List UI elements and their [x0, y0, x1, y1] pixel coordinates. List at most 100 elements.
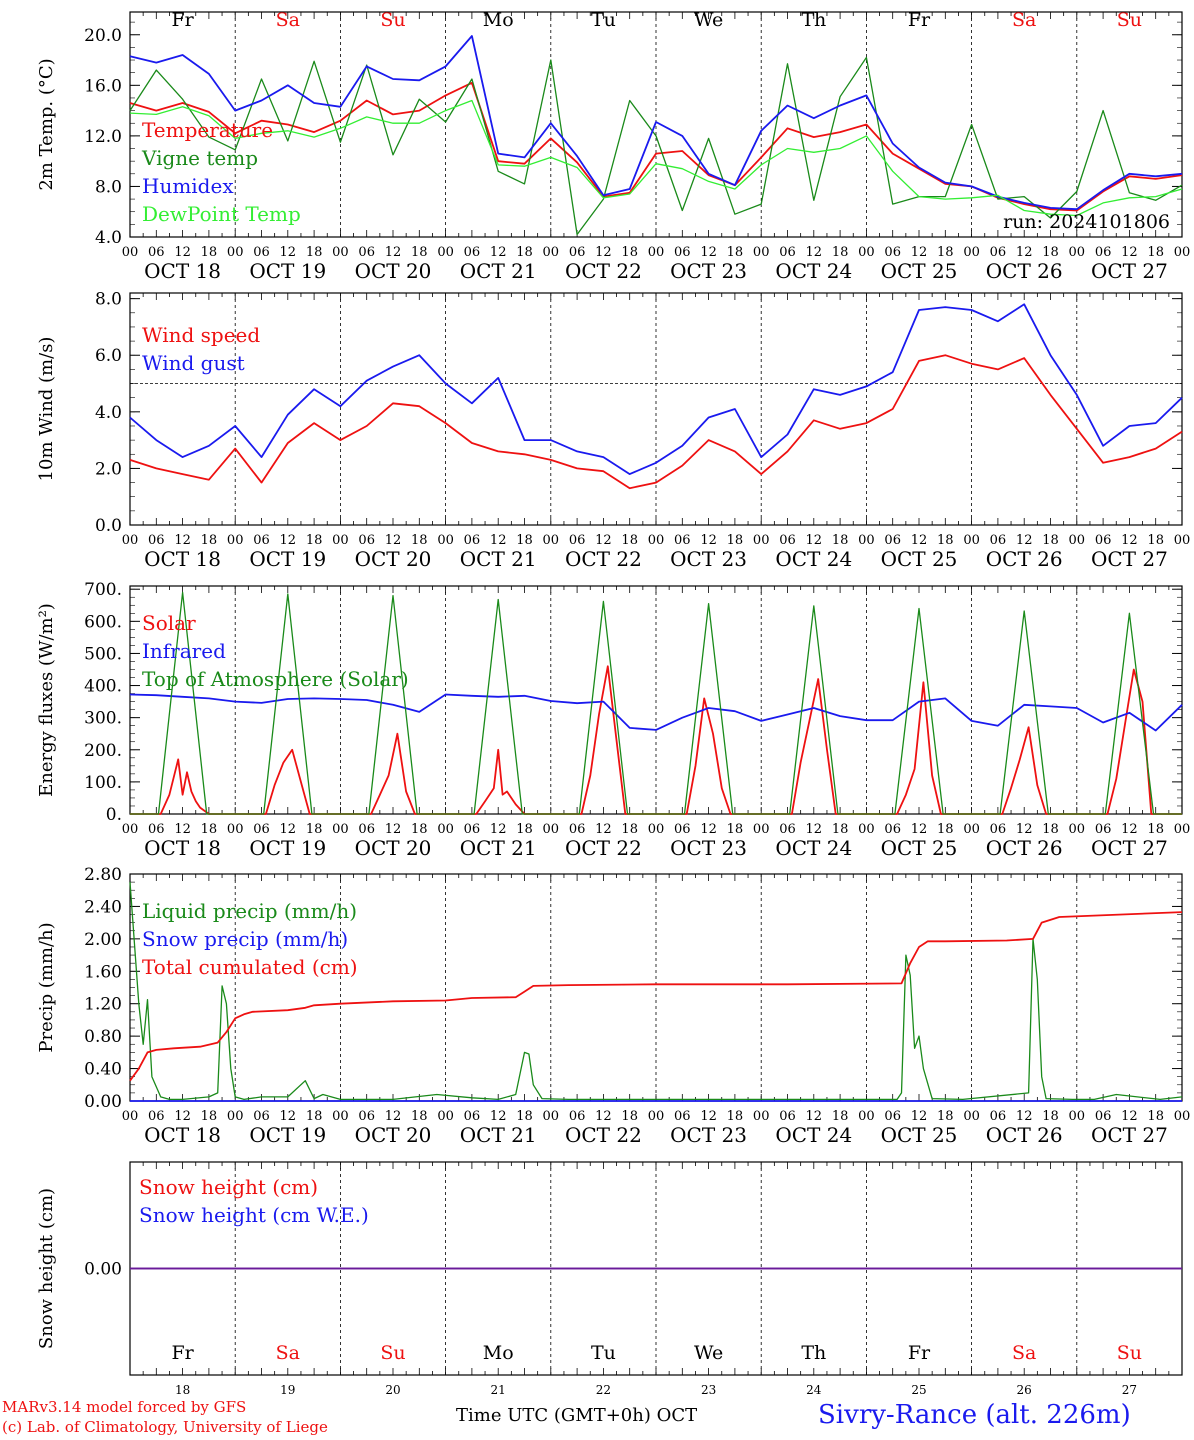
hour-tick-label: 18	[201, 1109, 218, 1124]
hour-tick-label: 06	[990, 822, 1007, 837]
hour-tick-label: 00	[1174, 1109, 1191, 1124]
hour-tick-label: 00	[437, 1109, 454, 1124]
hour-tick-label: 12	[911, 245, 928, 260]
date-label: OCT 21	[460, 259, 537, 283]
hour-tick-label: 06	[148, 533, 165, 548]
hour-tick-label: 00	[227, 1109, 244, 1124]
hour-tick-label: 18	[1147, 533, 1164, 548]
date-label: OCT 27	[1091, 836, 1168, 860]
hour-tick-label: 06	[253, 245, 270, 260]
legend-entry: Snow precip (mm/h)	[142, 927, 348, 951]
hour-tick-label: 06	[1095, 245, 1112, 260]
hour-tick-label: 12	[280, 533, 297, 548]
series-line-total-cumulated-cm-	[129, 911, 1183, 1082]
hour-tick-label: 18	[516, 533, 533, 548]
hour-tick-label: 00	[753, 1109, 770, 1124]
date-label: OCT 23	[670, 836, 747, 860]
series-line-wind-speed	[129, 354, 1183, 490]
hour-tick-label: 00	[963, 245, 980, 260]
y-tick-label: 600.	[84, 612, 122, 632]
hour-tick-label: 12	[1016, 245, 1033, 260]
y-axis-label: Energy fluxes (W/m²)	[36, 603, 57, 797]
y-axis-label: Snow height (cm)	[36, 1188, 57, 1349]
hour-tick-label: 12	[806, 245, 823, 260]
hour-tick-label: 06	[569, 245, 586, 260]
hour-tick-label: 18	[1042, 245, 1059, 260]
legend-entry: Liquid precip (mm/h)	[142, 899, 357, 923]
hour-tick-label: 00	[1069, 533, 1086, 548]
hour-tick-label: 12	[1121, 1109, 1138, 1124]
weekday-label: Sa	[276, 1342, 300, 1364]
legend-entry: Snow height (cm)	[139, 1175, 318, 1199]
hour-tick-label: 06	[779, 533, 796, 548]
hour-tick-label: 18	[727, 245, 744, 260]
hour-tick-label: 12	[490, 245, 507, 260]
hour-tick-label: 00	[1174, 533, 1191, 548]
y-tick-label: 0.	[106, 805, 122, 825]
day-number-label: 25	[911, 1383, 926, 1397]
day-number-label: 23	[701, 1383, 716, 1397]
hour-tick-label: 12	[700, 245, 717, 260]
hour-tick-label: 06	[1095, 533, 1112, 548]
date-label: OCT 27	[1091, 1123, 1168, 1147]
date-label: OCT 24	[775, 1123, 852, 1147]
hour-tick-label: 12	[1121, 822, 1138, 837]
date-label: OCT 22	[565, 1123, 642, 1147]
weekday-label: We	[694, 9, 723, 31]
hour-tick-label: 06	[674, 245, 691, 260]
weekday-label: Mo	[483, 1342, 514, 1364]
y-tick-label: 6.0	[95, 346, 122, 366]
hour-tick-label: 06	[253, 822, 270, 837]
hour-tick-label: 18	[411, 822, 428, 837]
hour-tick-label: 18	[937, 533, 954, 548]
y-tick-label: 4.0	[95, 228, 122, 248]
y-tick-label: 8.0	[95, 290, 122, 310]
hour-tick-label: 06	[674, 1109, 691, 1124]
hour-tick-label: 00	[227, 822, 244, 837]
hour-tick-label: 00	[753, 245, 770, 260]
weekday-label: Sa	[1012, 1342, 1036, 1364]
series-line-solar	[130, 665, 1182, 815]
hour-tick-label: 06	[464, 1109, 481, 1124]
hour-tick-label: 06	[148, 822, 165, 837]
y-tick-label: 0.0	[95, 516, 122, 536]
hour-tick-label: 06	[148, 245, 165, 260]
hour-tick-label: 12	[280, 822, 297, 837]
hour-tick-label: 06	[464, 533, 481, 548]
y-tick-label: 2.00	[84, 930, 122, 950]
run-label: run: 2024101806	[1003, 211, 1170, 233]
x-axis-title: Time UTC (GMT+0h) OCT	[456, 1405, 698, 1426]
series-line-dewpoint-temp	[129, 99, 1183, 217]
hour-tick-label: 18	[832, 822, 849, 837]
y-tick-label: 12.0	[84, 127, 122, 147]
hour-tick-label: 18	[411, 245, 428, 260]
date-label: OCT 26	[986, 836, 1063, 860]
weekday-label: Mo	[483, 9, 514, 31]
date-label: OCT 25	[881, 259, 958, 283]
hour-tick-label: 18	[1042, 822, 1059, 837]
hour-tick-label: 18	[1042, 533, 1059, 548]
hour-tick-label: 12	[700, 822, 717, 837]
day-number-label: 26	[1017, 1383, 1032, 1397]
y-tick-label: 100.	[84, 773, 122, 793]
day-number-label: 27	[1122, 1383, 1137, 1397]
weekday-label: Fr	[908, 9, 931, 31]
hour-tick-label: 18	[306, 245, 323, 260]
hour-tick-label: 00	[648, 245, 665, 260]
date-label: OCT 24	[775, 836, 852, 860]
date-label: OCT 27	[1091, 547, 1168, 571]
date-label: OCT 26	[986, 1123, 1063, 1147]
hour-tick-label: 12	[1016, 1109, 1033, 1124]
date-label: OCT 25	[881, 547, 958, 571]
hour-tick-label: 06	[990, 533, 1007, 548]
hour-tick-label: 12	[806, 1109, 823, 1124]
hour-tick-label: 00	[543, 822, 560, 837]
y-tick-label: 1.20	[84, 995, 122, 1015]
weekday-label: Sa	[276, 9, 300, 31]
date-label: OCT 26	[986, 547, 1063, 571]
date-label: OCT 19	[249, 547, 326, 571]
hour-tick-label: 12	[911, 1109, 928, 1124]
hour-tick-label: 12	[385, 1109, 402, 1124]
hour-tick-label: 18	[411, 1109, 428, 1124]
hour-tick-label: 12	[595, 822, 612, 837]
